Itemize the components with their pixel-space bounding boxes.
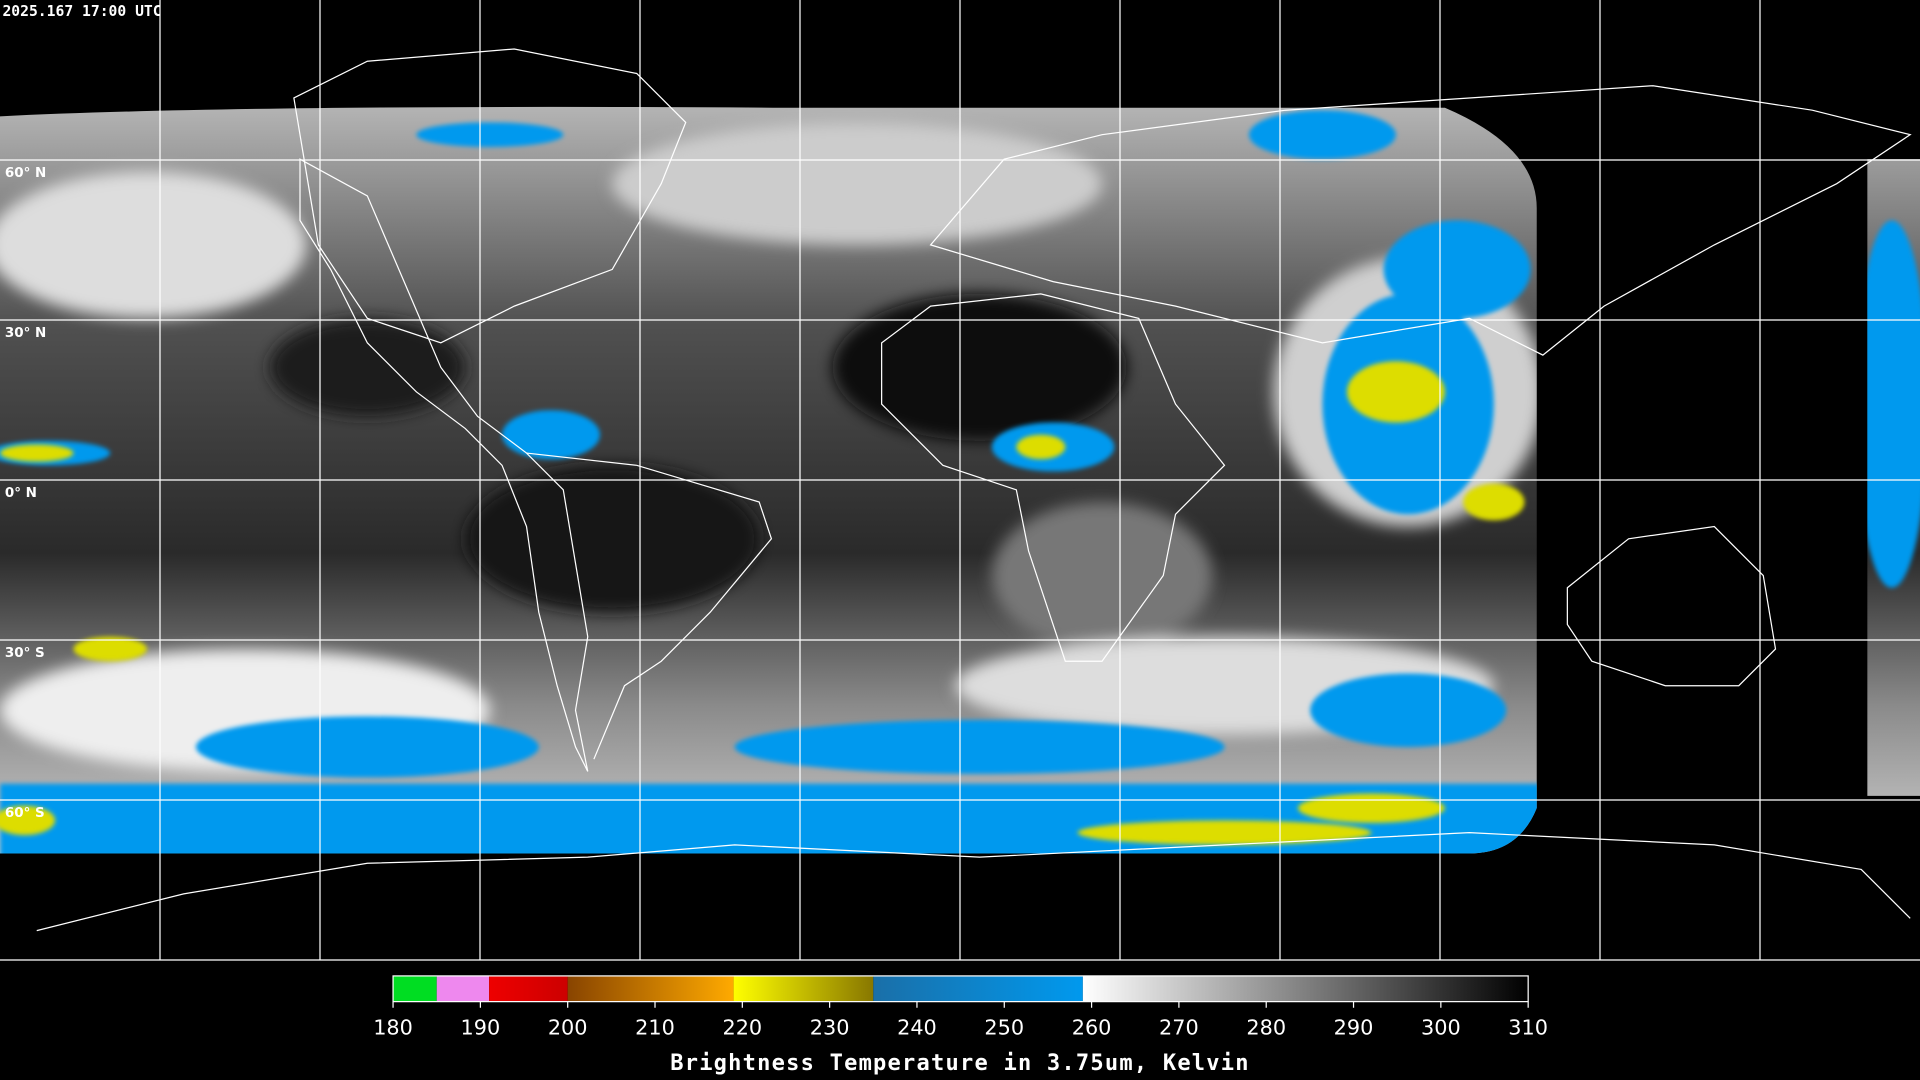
colorbar-segment [873,975,1083,1002]
colorbar-tick-label: 240 [897,1016,937,1040]
colorbar-tick-label: 290 [1334,1016,1374,1040]
latitude-label: 0° N [5,486,37,501]
colorbar-segment [1082,975,1529,1002]
colorbar-title: Brightness Temperature in 3.75um, Kelvin [670,1051,1250,1076]
latitude-labels: 60° N 30° N 0° N 30° S 60° S [5,166,46,821]
australia [1566,525,1777,687]
coastlines [36,48,1912,932]
colorbar-tick-label: 310 [1508,1016,1548,1040]
colorbar-tick-label: 180 [373,1016,413,1040]
colorbar-segment [489,975,568,1002]
antarctica [36,832,1911,932]
colorbar-tick-label: 220 [722,1016,762,1040]
africa [881,293,1226,662]
colorbar-tick-label: 190 [461,1016,501,1040]
colorbar-frame [392,975,1529,1003]
colorbar-segment [733,975,874,1002]
latitude-label: 60° N [5,166,46,181]
colorbar-segment [436,975,490,1002]
latitude-label: 30° N [5,326,46,341]
colorbar-tick-label: 250 [984,1016,1024,1040]
colorbar-tick-label: 260 [1072,1016,1112,1040]
colorbar-tick-label: 300 [1421,1016,1461,1040]
colorbar-segment [393,975,437,1002]
latitude-label: 30° S [5,646,45,661]
colorbar-tick-label: 280 [1246,1016,1286,1040]
colorbar-tick-label: 230 [810,1016,850,1040]
south-america [526,452,773,760]
graticule [0,0,1920,961]
north-america [293,48,687,344]
colorbar-tick-label: 200 [548,1016,588,1040]
colorbar: 180 190 200 210 220 230 240 250 260 270 280 290 300 3… [373,975,1548,1040]
americas-west [299,158,589,772]
timestamp: 2025.167 17:00 UTC [2,3,161,20]
colorbar-tick-label: 210 [635,1016,675,1040]
latitude-label: 60° S [5,806,45,821]
colorbar-segment [567,975,734,1002]
colorbar-tick-label: 270 [1159,1016,1199,1040]
eurasia [929,85,1912,356]
